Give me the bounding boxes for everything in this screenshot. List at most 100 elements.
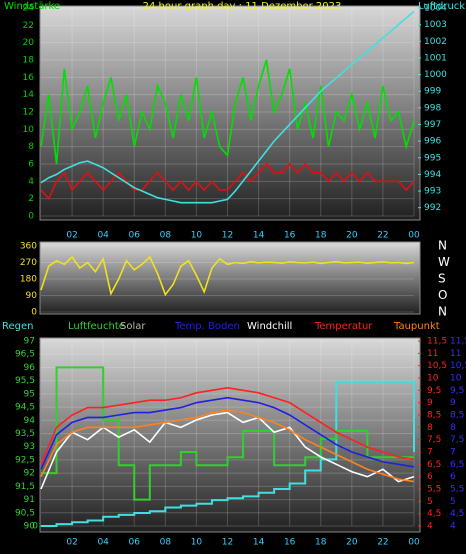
- y-tick-label: 24: [23, 4, 35, 14]
- x-tick-label: 06: [129, 231, 141, 241]
- y2-tick-label: 6,5: [450, 460, 464, 470]
- y2-tick-label: 993: [424, 187, 441, 197]
- y-tick-label: 95: [24, 389, 35, 399]
- y2-tick-label: 8: [450, 423, 456, 433]
- x-tick-label: 20: [346, 538, 358, 548]
- y2-tick-label: 11: [450, 349, 461, 359]
- y2-tick-label: 1001: [424, 53, 447, 63]
- y3-tick-label: 0: [32, 522, 38, 532]
- y2-tick-label: 7,5: [427, 435, 441, 445]
- y2-tick-label: 994: [424, 170, 441, 180]
- y2-tick-label: 10,5: [427, 361, 447, 371]
- y-tick-label: 95,5: [15, 376, 35, 386]
- y-tick-label: 2: [28, 194, 34, 204]
- legend-label: Regen: [2, 321, 34, 332]
- x-tick-label: 20: [346, 231, 358, 241]
- direction-label: N: [438, 305, 447, 319]
- x-tick-label: 12: [222, 538, 233, 548]
- legend-label: Windstärke: [4, 1, 60, 12]
- series-line: [41, 366, 414, 501]
- x-tick-label: 02: [66, 231, 77, 241]
- y2-tick-label: 5,5: [427, 485, 441, 495]
- x-tick-label: 14: [253, 231, 265, 241]
- plot-area: [39, 337, 421, 533]
- y-tick-label: 6: [28, 160, 34, 170]
- y-tick-label: 0: [28, 212, 34, 222]
- y-tick-label: 90,5: [15, 508, 35, 518]
- y-tick-label: 270: [20, 258, 37, 268]
- x-tick-label: 16: [284, 538, 296, 548]
- y-tick-label: 92: [24, 469, 35, 479]
- y2-tick-label: 10,5: [450, 361, 466, 371]
- series-line: [41, 380, 415, 527]
- y2-tick-label: 11,5: [427, 337, 447, 347]
- legend-label: Solar: [120, 321, 146, 332]
- y2-tick-label: 7: [450, 448, 456, 458]
- series-line: [40, 255, 415, 297]
- plot-area: [39, 241, 421, 315]
- direction-label: O: [438, 288, 447, 302]
- legend-label: Luftfeuchte: [68, 321, 125, 332]
- y2-tick-label: 8: [427, 423, 433, 433]
- x-tick-label: 22: [377, 538, 388, 548]
- y2-tick-label: 999: [424, 87, 441, 97]
- y2-tick-label: 9: [450, 398, 456, 408]
- y-tick-label: 0: [31, 308, 37, 318]
- y-tick-label: 360: [20, 242, 37, 252]
- legend-label: Luftdruck: [418, 1, 465, 12]
- y2-tick-label: 4,5: [427, 509, 441, 519]
- y-tick-label: 96,5: [15, 350, 35, 360]
- direction-label: S: [438, 272, 446, 286]
- x-tick-label: 02: [66, 538, 77, 548]
- x-tick-label: 08: [160, 538, 172, 548]
- y2-tick-label: 997: [424, 120, 441, 130]
- y-tick-label: 92,5: [15, 455, 35, 465]
- y2-tick-label: 7: [427, 448, 433, 458]
- direction-label: W: [438, 255, 450, 269]
- y2-tick-label: 5: [450, 497, 456, 507]
- y-tick-label: 4: [28, 177, 34, 187]
- y2-tick-label: 1004: [424, 4, 447, 14]
- y2-tick-label: 7,5: [450, 435, 464, 445]
- y2-tick-label: 8,5: [427, 411, 441, 421]
- y2-tick-label: 1002: [424, 37, 447, 47]
- x-tick-label: 00: [408, 538, 420, 548]
- y2-tick-label: 11: [427, 349, 438, 359]
- y2-tick-label: 1000: [424, 70, 447, 80]
- chart-title: 24 hour graph day : 11 Dezember 2023: [143, 1, 342, 12]
- y-tick-label: 180: [20, 275, 37, 285]
- y2-tick-label: 10: [450, 374, 462, 384]
- y2-tick-label: 4,5: [450, 509, 464, 519]
- y-tick-label: 97: [24, 337, 35, 347]
- x-tick-label: 04: [97, 231, 109, 241]
- y-tick-label: 18: [23, 56, 35, 66]
- y2-tick-label: 4: [450, 522, 456, 532]
- y2-tick-label: 10: [427, 374, 439, 384]
- series-line: [40, 10, 415, 204]
- y2-tick-label: 996: [424, 137, 441, 147]
- legend-label: Taupunkt: [393, 321, 440, 332]
- x-tick-label: 08: [160, 231, 172, 241]
- x-tick-label: 10: [191, 231, 203, 241]
- y2-tick-label: 995: [424, 153, 441, 163]
- y2-tick-label: 4: [427, 522, 433, 532]
- x-tick-label: 10: [191, 538, 203, 548]
- x-tick-label: 06: [129, 538, 141, 548]
- x-tick-label: 18: [315, 538, 327, 548]
- y-tick-label: 10: [23, 125, 35, 135]
- y-tick-label: 94: [24, 416, 36, 426]
- legend-label: Temp. Boden: [174, 321, 240, 332]
- series-line: [40, 162, 415, 201]
- y2-tick-label: 8,5: [450, 411, 464, 421]
- y-tick-label: 90: [26, 291, 38, 301]
- y2-tick-label: 6,5: [427, 460, 441, 470]
- series-line: [40, 387, 415, 465]
- y-tick-label: 14: [23, 90, 35, 100]
- x-tick-label: 12: [222, 231, 233, 241]
- y2-tick-label: 9,5: [450, 386, 464, 396]
- y2-tick-label: 1003: [424, 20, 447, 30]
- x-tick-label: 22: [377, 231, 388, 241]
- series-line: [40, 396, 415, 470]
